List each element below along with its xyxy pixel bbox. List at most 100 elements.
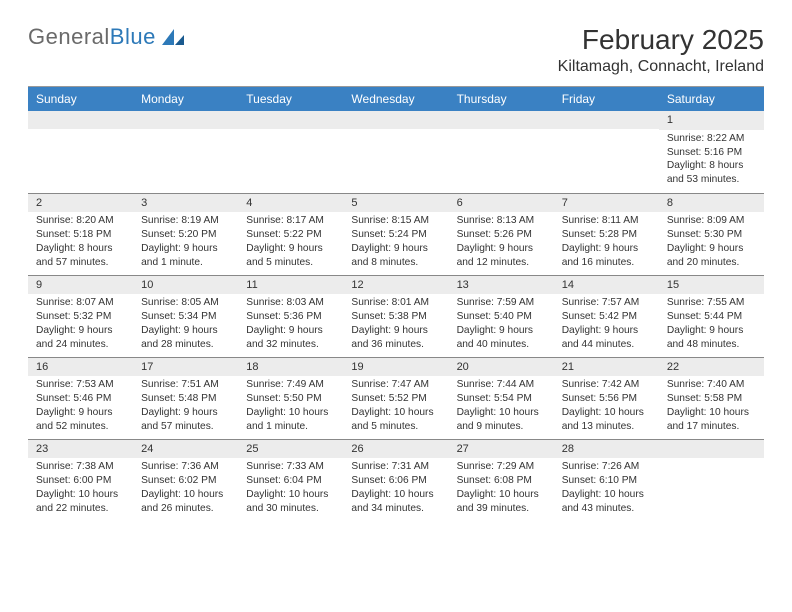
- calendar-day-cell: [343, 111, 448, 193]
- daylight-line: Daylight: 9 hours: [141, 324, 230, 338]
- daylight-line: Daylight: 8 hours: [667, 159, 756, 173]
- weekday-header: Tuesday: [238, 87, 343, 111]
- day-content: Sunrise: 7:33 AMSunset: 6:04 PMDaylight:…: [238, 458, 343, 519]
- calendar-week-row: 23Sunrise: 7:38 AMSunset: 6:00 PMDayligh…: [28, 439, 764, 521]
- calendar-day-cell: 26Sunrise: 7:31 AMSunset: 6:06 PMDayligh…: [343, 439, 448, 521]
- day-content: Sunrise: 7:53 AMSunset: 5:46 PMDaylight:…: [28, 376, 133, 437]
- daylight-line: Daylight: 10 hours: [457, 406, 546, 420]
- daylight-line: and 57 minutes.: [141, 420, 230, 434]
- calendar-day-cell: 7Sunrise: 8:11 AMSunset: 5:28 PMDaylight…: [554, 193, 659, 275]
- daylight-line: Daylight: 9 hours: [141, 242, 230, 256]
- sunset-line: Sunset: 5:52 PM: [351, 392, 440, 406]
- daylight-line: and 24 minutes.: [36, 338, 125, 352]
- day-number: 7: [554, 194, 659, 213]
- sunset-line: Sunset: 5:38 PM: [351, 310, 440, 324]
- daylight-line: and 34 minutes.: [351, 502, 440, 516]
- daylight-line: and 1 minute.: [246, 420, 335, 434]
- sunrise-line: Sunrise: 7:57 AM: [562, 296, 651, 310]
- sunrise-line: Sunrise: 7:47 AM: [351, 378, 440, 392]
- sunset-line: Sunset: 5:56 PM: [562, 392, 651, 406]
- daylight-line: Daylight: 10 hours: [246, 406, 335, 420]
- daylight-line: Daylight: 10 hours: [351, 488, 440, 502]
- calendar-day-cell: [238, 111, 343, 193]
- sunset-line: Sunset: 5:26 PM: [457, 228, 546, 242]
- daylight-line: and 43 minutes.: [562, 502, 651, 516]
- sunrise-line: Sunrise: 8:01 AM: [351, 296, 440, 310]
- weekday-header: Wednesday: [343, 87, 448, 111]
- day-content: Sunrise: 7:38 AMSunset: 6:00 PMDaylight:…: [28, 458, 133, 519]
- daylight-line: and 30 minutes.: [246, 502, 335, 516]
- calendar-body: 1Sunrise: 8:22 AMSunset: 5:16 PMDaylight…: [28, 111, 764, 521]
- daylight-line: and 28 minutes.: [141, 338, 230, 352]
- day-content: Sunrise: 7:26 AMSunset: 6:10 PMDaylight:…: [554, 458, 659, 519]
- sunset-line: Sunset: 6:04 PM: [246, 474, 335, 488]
- daylight-line: Daylight: 9 hours: [246, 324, 335, 338]
- calendar-day-cell: 16Sunrise: 7:53 AMSunset: 5:46 PMDayligh…: [28, 357, 133, 439]
- sunrise-line: Sunrise: 8:05 AM: [141, 296, 230, 310]
- daylight-line: Daylight: 10 hours: [141, 488, 230, 502]
- daylight-line: Daylight: 10 hours: [562, 488, 651, 502]
- calendar-day-cell: 12Sunrise: 8:01 AMSunset: 5:38 PMDayligh…: [343, 275, 448, 357]
- calendar-day-cell: 20Sunrise: 7:44 AMSunset: 5:54 PMDayligh…: [449, 357, 554, 439]
- sunset-line: Sunset: 6:10 PM: [562, 474, 651, 488]
- calendar-day-cell: 1Sunrise: 8:22 AMSunset: 5:16 PMDaylight…: [659, 111, 764, 193]
- daylight-line: Daylight: 10 hours: [246, 488, 335, 502]
- day-number: 28: [554, 440, 659, 459]
- daylight-line: and 52 minutes.: [36, 420, 125, 434]
- sunset-line: Sunset: 6:08 PM: [457, 474, 546, 488]
- sunrise-line: Sunrise: 7:33 AM: [246, 460, 335, 474]
- day-content: Sunrise: 7:47 AMSunset: 5:52 PMDaylight:…: [343, 376, 448, 437]
- sunrise-line: Sunrise: 7:31 AM: [351, 460, 440, 474]
- sunset-line: Sunset: 5:40 PM: [457, 310, 546, 324]
- day-number: 27: [449, 440, 554, 459]
- calendar-day-cell: 3Sunrise: 8:19 AMSunset: 5:20 PMDaylight…: [133, 193, 238, 275]
- day-number: 3: [133, 194, 238, 213]
- calendar-day-cell: 18Sunrise: 7:49 AMSunset: 5:50 PMDayligh…: [238, 357, 343, 439]
- calendar-day-cell: 21Sunrise: 7:42 AMSunset: 5:56 PMDayligh…: [554, 357, 659, 439]
- weekday-header: Monday: [133, 87, 238, 111]
- daylight-line: Daylight: 9 hours: [36, 324, 125, 338]
- sunset-line: Sunset: 5:48 PM: [141, 392, 230, 406]
- sunset-line: Sunset: 6:06 PM: [351, 474, 440, 488]
- calendar-day-cell: 15Sunrise: 7:55 AMSunset: 5:44 PMDayligh…: [659, 275, 764, 357]
- day-number: 26: [343, 440, 448, 459]
- calendar-day-cell: 19Sunrise: 7:47 AMSunset: 5:52 PMDayligh…: [343, 357, 448, 439]
- day-content: Sunrise: 8:07 AMSunset: 5:32 PMDaylight:…: [28, 294, 133, 355]
- day-content: Sunrise: 8:17 AMSunset: 5:22 PMDaylight:…: [238, 212, 343, 273]
- daylight-line: and 1 minute.: [141, 256, 230, 270]
- day-number: 12: [343, 276, 448, 295]
- daylight-line: and 39 minutes.: [457, 502, 546, 516]
- sunrise-line: Sunrise: 7:26 AM: [562, 460, 651, 474]
- calendar-day-cell: 28Sunrise: 7:26 AMSunset: 6:10 PMDayligh…: [554, 439, 659, 521]
- sunrise-line: Sunrise: 7:44 AM: [457, 378, 546, 392]
- day-number: [133, 111, 238, 129]
- calendar-day-cell: 5Sunrise: 8:15 AMSunset: 5:24 PMDaylight…: [343, 193, 448, 275]
- sunrise-line: Sunrise: 8:17 AM: [246, 214, 335, 228]
- day-number: 16: [28, 358, 133, 377]
- calendar-week-row: 16Sunrise: 7:53 AMSunset: 5:46 PMDayligh…: [28, 357, 764, 439]
- daylight-line: Daylight: 8 hours: [36, 242, 125, 256]
- day-number: [554, 111, 659, 129]
- daylight-line: and 44 minutes.: [562, 338, 651, 352]
- sunset-line: Sunset: 5:22 PM: [246, 228, 335, 242]
- day-number: 9: [28, 276, 133, 295]
- logo: GeneralBlue: [28, 24, 186, 50]
- calendar-page: GeneralBlue February 2025 Kiltamagh, Con…: [0, 0, 792, 533]
- daylight-line: Daylight: 9 hours: [351, 324, 440, 338]
- day-content: Sunrise: 8:11 AMSunset: 5:28 PMDaylight:…: [554, 212, 659, 273]
- logo-word-blue: Blue: [110, 24, 156, 50]
- sunset-line: Sunset: 5:24 PM: [351, 228, 440, 242]
- day-number: 5: [343, 194, 448, 213]
- sunset-line: Sunset: 6:00 PM: [36, 474, 125, 488]
- daylight-line: and 53 minutes.: [667, 173, 756, 187]
- sunrise-line: Sunrise: 7:36 AM: [141, 460, 230, 474]
- day-content: Sunrise: 8:20 AMSunset: 5:18 PMDaylight:…: [28, 212, 133, 273]
- sunset-line: Sunset: 5:44 PM: [667, 310, 756, 324]
- day-number: 19: [343, 358, 448, 377]
- calendar-day-cell: [554, 111, 659, 193]
- day-number: [659, 440, 764, 458]
- day-number: 25: [238, 440, 343, 459]
- day-number: 17: [133, 358, 238, 377]
- calendar-table: Sunday Monday Tuesday Wednesday Thursday…: [28, 87, 764, 521]
- daylight-line: Daylight: 9 hours: [141, 406, 230, 420]
